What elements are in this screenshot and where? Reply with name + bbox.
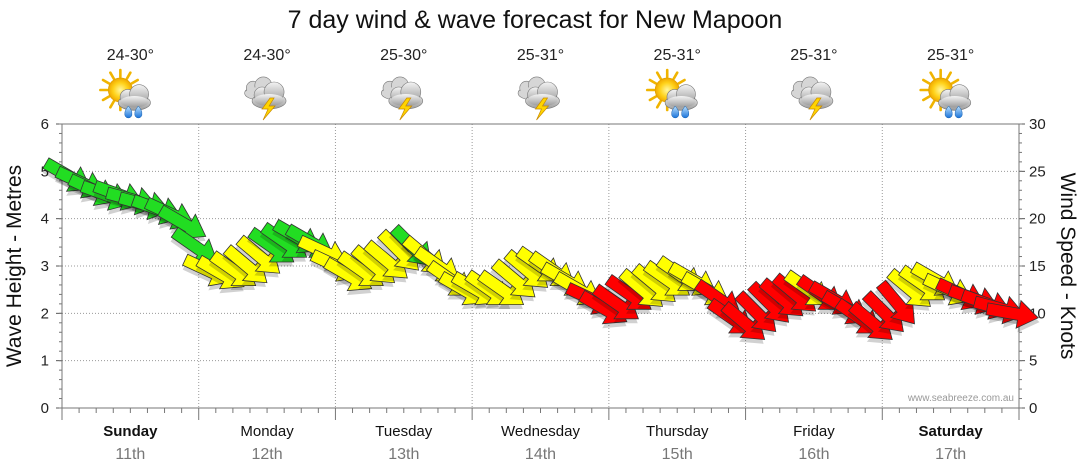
storm-icon [381, 76, 424, 121]
rain-drop [134, 105, 143, 119]
day-name: Thursday [646, 423, 709, 440]
sun-rain-icon [645, 68, 698, 119]
cloud-shape [117, 84, 151, 111]
weather-row: 24-30° 24-30° 25-30° 25-31° 25-31° 25-31° 25-3… [99, 47, 974, 121]
right-tick-label: 0 [1029, 400, 1037, 417]
left-tick-label: 0 [41, 400, 49, 417]
wind-arrow [157, 204, 207, 243]
day-name: Friday [793, 423, 835, 440]
wind-arrow [234, 234, 281, 278]
rain-drop [954, 105, 963, 119]
right-tick-label: 15 [1029, 258, 1046, 275]
wind-arrow [591, 283, 639, 324]
day-date: 15th [662, 446, 693, 463]
lightning-bolt [808, 97, 823, 121]
day-temperature: 25-31° [517, 47, 564, 64]
cloud-shape [664, 84, 698, 111]
left-tick-label: 6 [41, 116, 49, 133]
left-tick-label: 5 [41, 163, 49, 180]
wind-arrow [362, 239, 408, 283]
wind-arrow [860, 290, 904, 336]
storm-icon [244, 76, 287, 121]
cloud-shape [938, 84, 972, 111]
day-temperature: 24-30° [107, 47, 154, 64]
left-axis-label: Wave Height - Metres [3, 165, 26, 367]
lightning-bolt [534, 97, 550, 121]
wind-arrow [490, 258, 536, 302]
right-axis-label: Wind Speed - Knots [1056, 173, 1079, 360]
storm-icon [791, 76, 834, 121]
day-name: Tuesday [375, 423, 432, 440]
storm-icon [517, 76, 560, 121]
day-date: 16th [798, 446, 829, 463]
watermark: www.seabreeze.com.au [907, 393, 1014, 404]
wind-arrow [719, 300, 766, 344]
wind-arrow [476, 269, 525, 310]
day-name: Monday [240, 423, 294, 440]
lightning-bolt [261, 97, 276, 121]
rain-drop [671, 105, 680, 119]
rain-drop [681, 105, 690, 119]
wind-arrows [42, 157, 1040, 344]
day-date: 11th [115, 446, 145, 463]
day-temperature: 25-31° [790, 47, 837, 64]
day-name: Saturday [919, 423, 984, 440]
day-date: 12th [252, 446, 283, 463]
rain-drop [124, 105, 133, 119]
left-tick-label: 1 [41, 353, 49, 370]
right-tick-label: 30 [1029, 116, 1046, 133]
chart-title: 7 day wind & wave forecast for New Mapoo… [288, 6, 783, 34]
right-tick-label: 25 [1029, 163, 1046, 180]
cloud-shape [251, 81, 287, 110]
wind-arrow [222, 244, 268, 288]
right-tick-label: 20 [1029, 211, 1046, 228]
left-tick-label: 3 [41, 258, 49, 275]
wind-arrow [847, 300, 893, 344]
wind-arrow [733, 290, 777, 336]
day-labels: Sunday 11th Monday 12th Tuesday 13th Wednesday… [103, 423, 983, 463]
wind-arrow [985, 299, 1040, 333]
lightning-bolt [398, 97, 413, 121]
sun-rain-icon [99, 68, 151, 119]
day-name: Wednesday [501, 423, 580, 440]
day-date: 14th [525, 446, 556, 463]
day-date: 13th [388, 446, 419, 463]
day-temperature: 24-30° [243, 47, 290, 64]
day-name: Sunday [103, 423, 158, 440]
left-tick-label: 4 [41, 211, 49, 228]
sun-rain-icon [919, 68, 972, 119]
day-temperature: 25-30° [380, 47, 427, 64]
right-tick-label: 5 [1029, 353, 1037, 370]
day-date: 17th [935, 446, 966, 463]
day-temperature: 25-31° [927, 47, 974, 64]
day-temperature: 25-31° [654, 47, 701, 64]
rain-drop [944, 105, 953, 119]
left-tick-label: 2 [41, 305, 49, 322]
